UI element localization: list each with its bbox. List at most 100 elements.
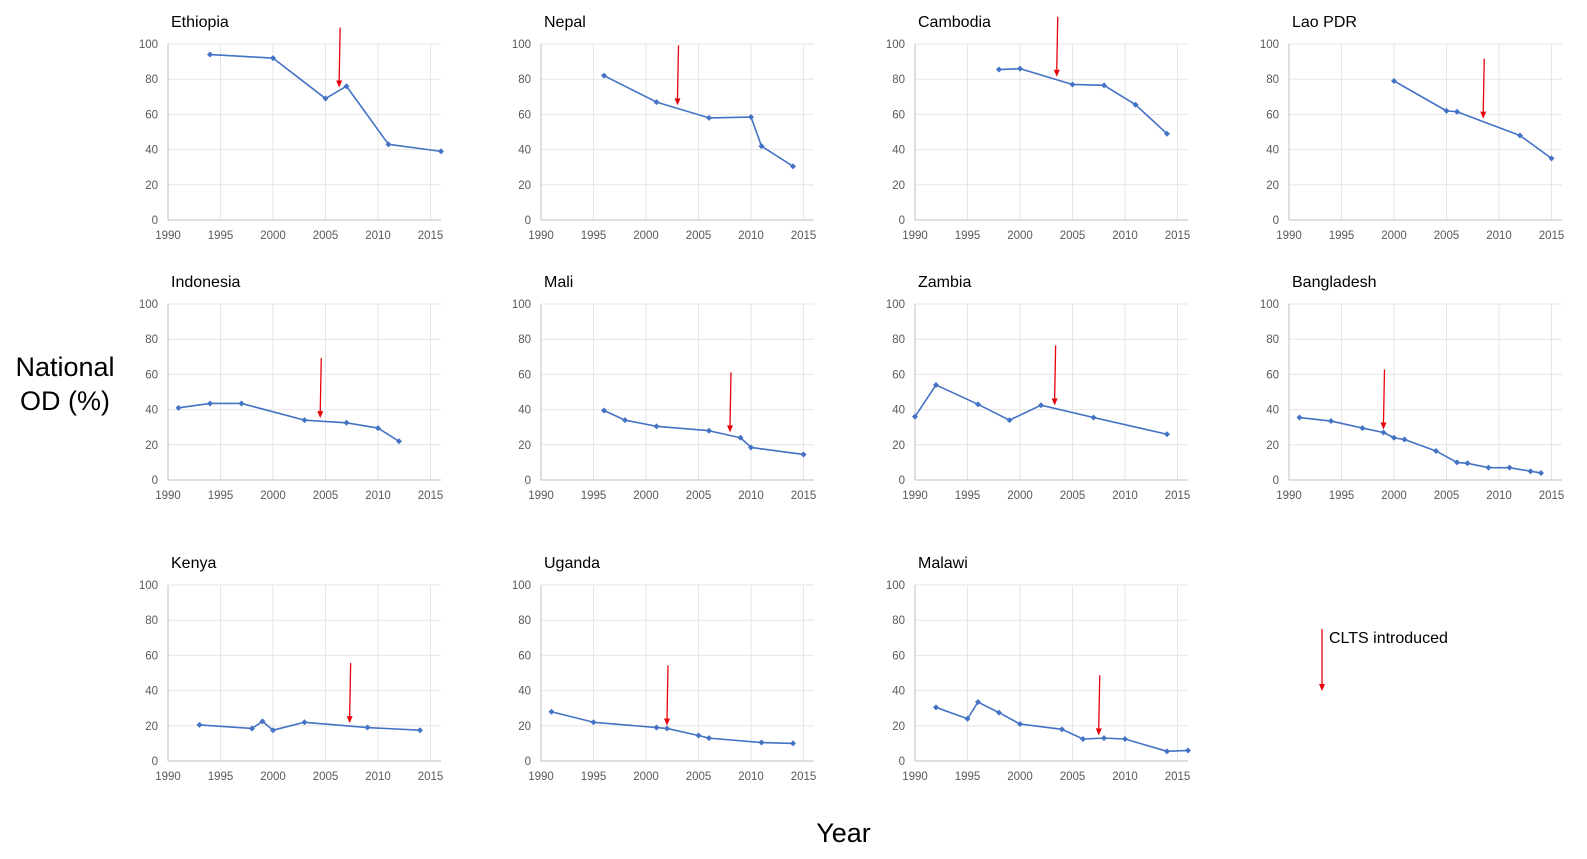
y-tick-label: 100 <box>886 39 905 51</box>
data-point <box>790 740 796 747</box>
y-tick-label: 0 <box>1273 475 1279 487</box>
clts-arrow-shaft <box>729 372 732 426</box>
chart-panel: 0 20 40 60 80 100 1990 1995 2000 2005 2010 2015 Camb… <box>886 14 1190 242</box>
data-point <box>343 419 350 426</box>
data-point <box>1380 429 1387 436</box>
y-axis-label: National OD (%) <box>4 350 126 418</box>
data-point <box>706 427 712 434</box>
data-point <box>1090 414 1097 421</box>
data-point <box>259 718 266 725</box>
legend-arrow-head <box>1319 684 1325 691</box>
data-point <box>975 401 981 408</box>
clts-arrow-shaft <box>319 358 322 412</box>
data-point <box>1454 108 1460 115</box>
data-point <box>1185 747 1191 754</box>
clts-arrow-shaft <box>1054 345 1057 399</box>
data-point <box>590 719 597 726</box>
data-point <box>1017 721 1023 728</box>
x-tick-label: 2010 <box>738 490 764 502</box>
series-line <box>603 409 804 456</box>
y-tick-label: 20 <box>892 440 905 452</box>
data-point <box>1164 748 1170 755</box>
data-point <box>933 704 939 711</box>
y-tick-label: 80 <box>145 334 158 346</box>
x-tick-label: 2015 <box>418 230 444 242</box>
x-tick-label: 2000 <box>633 490 659 502</box>
data-point <box>364 724 371 731</box>
chart-panel: 0 20 40 60 80 100 1990 1995 2000 2005 2010 2015 Nepa… <box>512 14 816 242</box>
y-tick-label: 60 <box>145 109 158 121</box>
data-point <box>1017 65 1023 72</box>
chart-panel: 0 20 40 60 80 100 1990 1995 2000 2005 2010 2015 Ugan… <box>512 555 816 783</box>
x-tick-label: 2000 <box>260 230 286 242</box>
y-tick-label: 80 <box>892 615 905 627</box>
x-tick-label: 2000 <box>1381 230 1407 242</box>
data-point <box>1359 425 1366 432</box>
y-tick-label: 40 <box>892 405 905 417</box>
y-tick-label: 60 <box>145 650 158 662</box>
x-tick-label: 1990 <box>902 230 928 242</box>
x-tick-label: 1990 <box>1276 230 1302 242</box>
x-axis-label: Year <box>816 818 871 848</box>
clts-arrow-head <box>1380 422 1387 430</box>
data-point <box>1538 469 1544 476</box>
y-tick-label: 80 <box>145 615 158 627</box>
y-tick-label: 20 <box>892 180 905 192</box>
y-tick-label: 40 <box>892 145 905 157</box>
data-point <box>1443 107 1450 114</box>
data-point <box>1101 82 1107 89</box>
clts-arrow-head <box>674 98 681 106</box>
chart-panel: 0 20 40 60 80 100 1990 1995 2000 2005 2010 2015 Indo… <box>139 274 443 502</box>
x-tick-label: 2005 <box>686 771 712 783</box>
x-tick-label: 2005 <box>1060 490 1086 502</box>
data-point <box>622 417 628 424</box>
data-point <box>1069 81 1076 88</box>
chart-panel: 0 20 40 60 80 100 1990 1995 2000 2005 2010 2015 Keny… <box>139 555 443 783</box>
y-tick-label: 40 <box>518 686 531 698</box>
data-point <box>438 148 444 155</box>
y-tick-label: 0 <box>899 475 905 487</box>
y-tick-label: 0 <box>525 756 531 768</box>
x-tick-label: 2010 <box>1112 771 1138 783</box>
clts-arrow-head <box>664 718 670 726</box>
y-tick-label: 40 <box>145 686 158 698</box>
data-point <box>375 425 381 432</box>
x-tick-label: 2015 <box>1539 490 1565 502</box>
y-tick-label: 60 <box>1266 109 1279 121</box>
legend-label: CLTS introduced <box>1329 630 1448 647</box>
data-point <box>1464 460 1471 467</box>
y-tick-label: 40 <box>145 405 158 417</box>
x-tick-label: 2005 <box>1434 490 1460 502</box>
data-point <box>322 95 329 102</box>
data-point <box>737 434 744 441</box>
x-tick-label: 1990 <box>1276 490 1302 502</box>
y-tick-label: 80 <box>518 334 531 346</box>
chart-title: Cambodia <box>918 14 991 31</box>
data-point <box>653 99 660 106</box>
x-tick-label: 2010 <box>1486 230 1512 242</box>
y-tick-label: 80 <box>892 334 905 346</box>
series-line <box>209 53 442 153</box>
data-point <box>1296 414 1303 421</box>
x-tick-label: 2000 <box>633 771 659 783</box>
chart-panel: 0 20 40 60 80 100 1990 1995 2000 2005 2010 2015 Ethi… <box>139 14 444 242</box>
data-point <box>1527 468 1534 475</box>
x-tick-label: 2005 <box>313 490 339 502</box>
y-tick-label: 80 <box>1266 334 1279 346</box>
x-tick-label: 2005 <box>686 490 712 502</box>
clts-arrow-head <box>346 716 353 724</box>
x-tick-label: 2015 <box>418 490 444 502</box>
y-tick-label: 0 <box>525 475 531 487</box>
y-tick-label: 40 <box>1266 145 1279 157</box>
data-point <box>207 51 213 58</box>
data-point <box>695 732 702 739</box>
clts-arrow-shaft <box>1056 16 1059 70</box>
data-point <box>207 400 213 407</box>
x-tick-label: 2000 <box>633 230 659 242</box>
chart-title: Ethiopia <box>171 14 229 31</box>
clts-arrow-head <box>1480 111 1487 119</box>
x-tick-label: 2005 <box>313 230 339 242</box>
x-tick-label: 1995 <box>1329 490 1355 502</box>
chart-panel: 0 20 40 60 80 100 1990 1995 2000 2005 2010 2015 Bang… <box>1260 274 1564 502</box>
data-point <box>653 423 660 430</box>
